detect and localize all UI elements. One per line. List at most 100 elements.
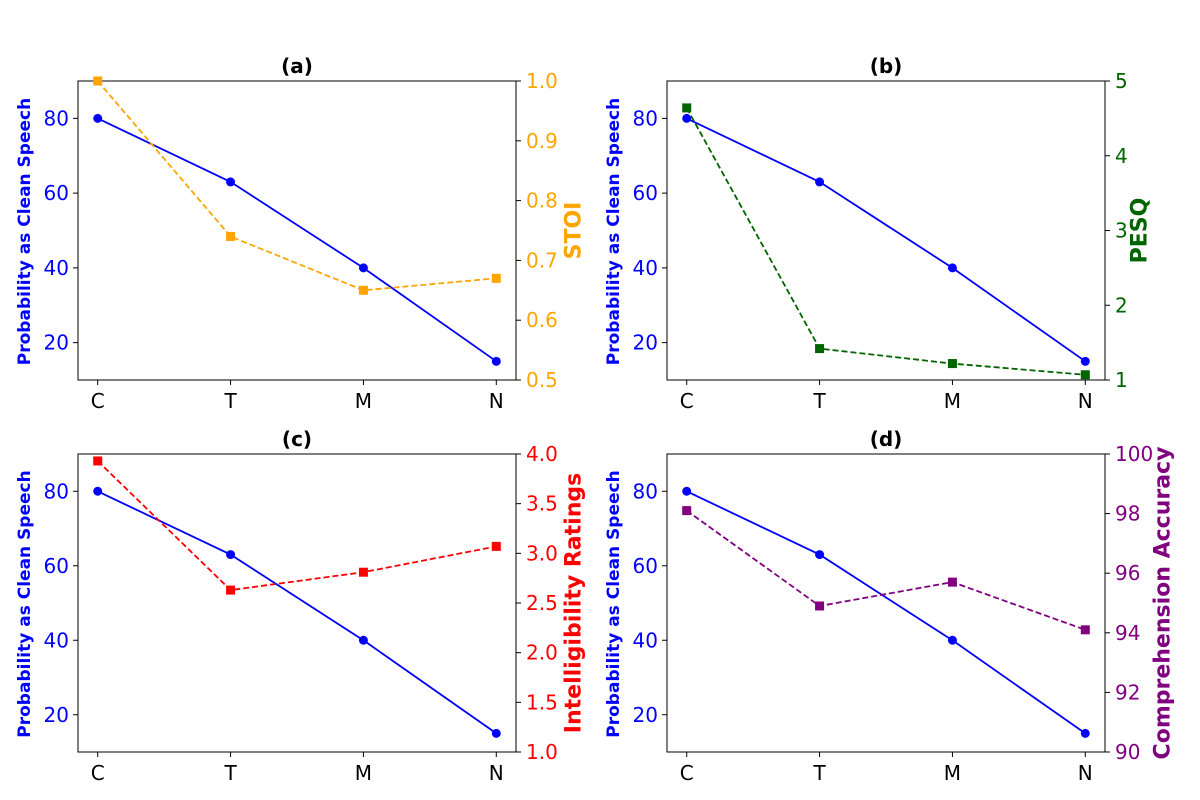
- data-point: [226, 585, 236, 595]
- panel-title: (d): [870, 427, 903, 451]
- x-tick-label: M: [355, 389, 372, 413]
- series-line: [685, 107, 1086, 376]
- data-point: [682, 486, 692, 496]
- y2-axis-label: Comprehension Accuracy: [1151, 447, 1176, 760]
- data-point: [947, 635, 957, 645]
- data-point: [93, 456, 103, 466]
- plot-frame: [77, 80, 517, 381]
- x-tick-label: C: [680, 761, 694, 785]
- data-point: [226, 177, 236, 187]
- series-line: [97, 117, 497, 363]
- y2-tick-label: 96: [1115, 561, 1140, 585]
- data-point: [491, 273, 501, 283]
- y-tick-label: 60: [633, 554, 658, 578]
- data-point: [1080, 728, 1090, 738]
- data-point: [358, 263, 368, 273]
- data-point: [358, 635, 368, 645]
- data-point: [1080, 370, 1090, 380]
- y2-tick-label: 2.5: [526, 591, 558, 615]
- y2-tick-label: 0.7: [526, 248, 558, 272]
- y2-axis-label: STOI: [562, 202, 587, 260]
- data-point: [947, 577, 957, 587]
- data-point: [1080, 356, 1090, 366]
- y2-tick-label: 0.6: [526, 308, 558, 332]
- data-point: [491, 728, 501, 738]
- y-tick-label: 80: [633, 479, 658, 503]
- data-point: [1080, 625, 1090, 635]
- data-point: [682, 103, 692, 113]
- y2-tick-label: 4.0: [526, 442, 558, 466]
- data-point: [93, 486, 103, 496]
- x-tick-label: N: [1078, 389, 1093, 413]
- y-axis-label: Probability as Clean Speech: [604, 470, 624, 737]
- y2-axis-label: Intelligibility Ratings: [562, 473, 587, 733]
- x-tick-label: N: [489, 761, 504, 785]
- y-tick-label: 60: [44, 181, 69, 205]
- y2-tick-label: 1.0: [526, 69, 558, 93]
- x-tick-label: T: [812, 389, 826, 413]
- y2-tick-label: 100: [1115, 442, 1153, 466]
- y-tick-label: 20: [44, 703, 69, 727]
- data-point: [93, 76, 103, 86]
- y2-tick-label: 4: [1115, 144, 1128, 168]
- y2-axis-label: PESQ: [1128, 198, 1153, 264]
- y-axis-label: Probability as Clean Speech: [604, 98, 624, 365]
- y-tick-label: 80: [633, 106, 658, 130]
- series-line: [686, 509, 1086, 631]
- data-point: [358, 567, 368, 577]
- data-point: [93, 113, 103, 123]
- data-point: [815, 344, 825, 354]
- data-point: [358, 285, 368, 295]
- data-point: [815, 550, 825, 560]
- x-tick-label: C: [91, 389, 105, 413]
- data-point: [815, 601, 825, 611]
- panel-title: (a): [281, 54, 313, 78]
- data-point: [947, 263, 957, 273]
- y2-tick-label: 98: [1115, 502, 1140, 526]
- y-tick-label: 40: [633, 628, 658, 652]
- x-tick-label: M: [944, 389, 961, 413]
- y2-tick-label: 94: [1115, 621, 1140, 645]
- x-tick-label: N: [1078, 761, 1093, 785]
- y-tick-label: 40: [44, 628, 69, 652]
- data-point: [947, 359, 957, 369]
- data-point: [226, 231, 236, 241]
- y-tick-label: 40: [633, 256, 658, 280]
- series-line: [97, 80, 497, 292]
- series-line: [97, 460, 497, 592]
- series-line: [97, 490, 497, 735]
- y2-tick-label: 1.0: [526, 740, 558, 764]
- data-point: [491, 541, 501, 551]
- y-tick-label: 20: [44, 331, 69, 355]
- y2-tick-label: 90: [1115, 740, 1140, 764]
- y2-tick-label: 92: [1115, 680, 1140, 704]
- y-tick-label: 80: [44, 106, 69, 130]
- x-tick-label: M: [944, 761, 961, 785]
- x-tick-label: N: [489, 389, 504, 413]
- y-tick-label: 60: [44, 554, 69, 578]
- y2-tick-label: 2: [1115, 293, 1128, 317]
- y2-tick-label: 0.5: [526, 368, 558, 392]
- x-tick-label: T: [223, 389, 237, 413]
- data-point: [226, 550, 236, 560]
- x-tick-label: C: [680, 389, 694, 413]
- y-axis-label: Probability as Clean Speech: [15, 98, 35, 365]
- y2-tick-label: 0.9: [526, 129, 558, 153]
- y2-tick-label: 3.0: [526, 541, 558, 565]
- panel-title: (c): [282, 427, 312, 451]
- y2-tick-label: 5: [1115, 69, 1128, 93]
- plot-frame: [77, 453, 517, 753]
- data-point: [682, 113, 692, 123]
- series-line: [686, 490, 1086, 735]
- x-tick-label: M: [355, 761, 372, 785]
- y-tick-label: 80: [44, 479, 69, 503]
- plot-frame: [666, 80, 1106, 381]
- data-point: [491, 356, 501, 366]
- series-line: [686, 117, 1086, 363]
- y-axis-label: Probability as Clean Speech: [15, 470, 35, 737]
- y-tick-label: 60: [633, 181, 658, 205]
- plot-frame: [666, 453, 1106, 753]
- y2-tick-label: 0.8: [526, 189, 558, 213]
- x-tick-label: T: [812, 761, 826, 785]
